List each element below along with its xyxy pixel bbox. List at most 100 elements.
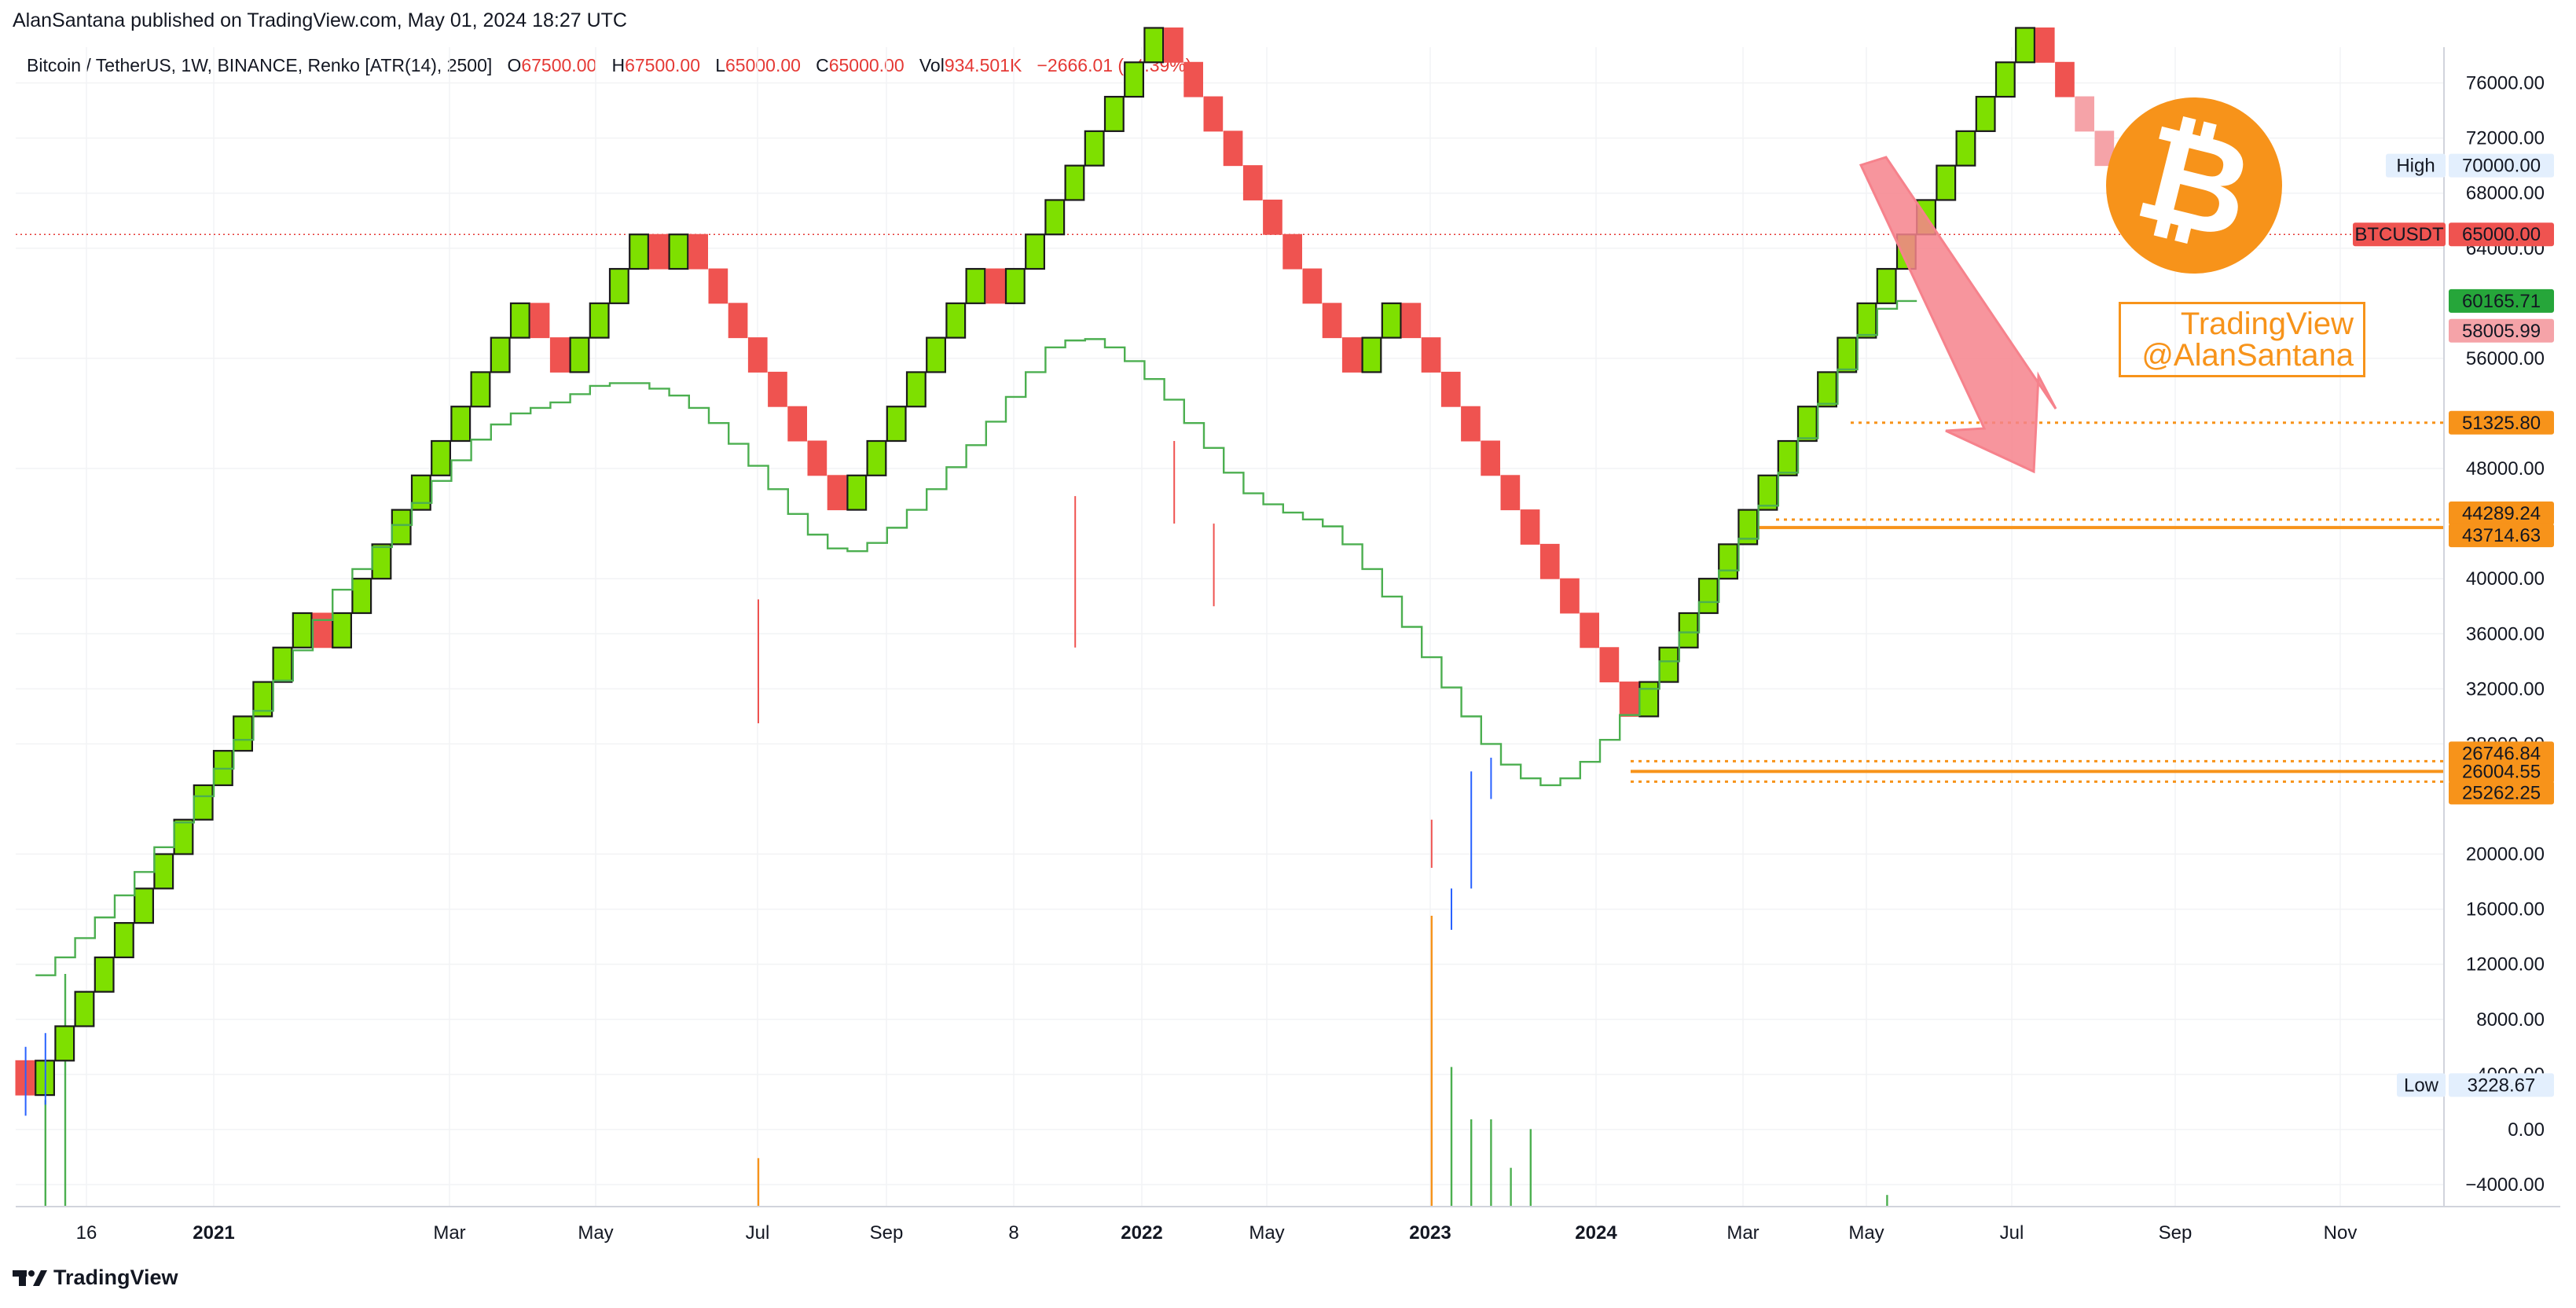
y-tick-label: 48000.00 [2466,458,2545,479]
renko-brick-down [1599,647,1620,683]
renko-brick-down [549,337,570,373]
price-badge-value: 60165.71 [2462,291,2541,312]
renko-brick-up [351,578,372,615]
renko-brick-up [1361,336,1382,373]
y-tick-label: 56000.00 [2466,348,2545,369]
renko-brick-up [1084,130,1105,167]
arrow-down-icon[interactable] [1859,156,2057,474]
time-axis[interactable]: 16 2021 Mar May Jul Sep 8 2022 May 2023 2024 Mar May… [76,1222,2358,1244]
renko-brick-down [807,440,827,476]
renko-brick-up [134,887,154,924]
price-badge-value: 58005.99 [2462,321,2541,342]
price-badge-value: 3228.67 [2468,1075,2536,1096]
price-badge [2449,410,2554,435]
renko-brick-up [1837,336,1858,373]
renko-brick-up [272,646,293,683]
price-badge [2449,1073,2554,1097]
price-badge-value: 51325.80 [2462,413,2541,434]
brand-name: TradingView [53,1266,178,1289]
renko-brick-projected [2094,130,2115,167]
price-badge [2449,153,2554,178]
renko-brick-up [113,922,134,959]
renko-brick-up [1955,130,1976,167]
high-label: H [611,55,626,75]
horizontal-levels[interactable] [16,233,2444,783]
x-tick-label: Jul [2000,1222,2024,1244]
price-badge [2449,502,2554,526]
renko-brick-up [1757,474,1778,511]
renko-brick-up [886,406,907,443]
renko-brick-down [1203,96,1224,132]
renko-brick-down [1282,233,1303,270]
renko-brick-down [1461,406,1481,442]
renko-brick-up [252,681,273,718]
renko-brick-down [1560,578,1580,614]
x-tick-label: Jul [746,1222,770,1244]
renko-brick-up [233,715,254,752]
x-tick-label: Nov [2324,1222,2358,1244]
price-badge [2449,524,2554,548]
renko-brick-up [153,853,174,890]
x-tick-label: 2021 [193,1222,234,1244]
low-label: L [715,55,725,75]
renko-brick-down [1481,440,1501,476]
y-tick-label: 68000.00 [2466,183,2545,204]
renko-brick-up [1936,164,1957,201]
tradingview-logo-icon [13,1269,47,1286]
renko-brick-projected [2075,96,2095,132]
x-tick-label: Sep [870,1222,904,1244]
renko-brick-down [1263,199,1282,235]
open-label: O [507,55,522,75]
renko-brick-up [2015,27,2035,64]
grid [16,47,2444,1207]
price-badge [2449,781,2554,805]
tradingview-brand[interactable]: TradingView [13,1266,178,1290]
renko-brick-up [1004,267,1026,304]
renko-brick-up [1143,27,1165,64]
renko-brick-up [332,612,353,648]
x-tick-label: Mar [1727,1222,1759,1244]
renko-brick-up [1103,95,1125,132]
renko-brick-down [768,371,787,407]
renko-brick-up [608,267,629,304]
renko-brick-up [1777,439,1798,476]
renko-brick-down [1580,612,1600,648]
renko-brick-down [1421,337,1441,373]
renko-brick-down [728,303,748,339]
price-badge-tag: BTCUSDT [2354,224,2444,245]
price-axis[interactable]: 76000.0072000.0068000.0064000.0056000.00… [2465,73,2545,1196]
price-badge [2449,759,2554,784]
renko-brick-up [629,233,650,270]
price-badge-value: 25262.25 [2462,782,2541,803]
volume-bars [44,916,1888,1207]
x-tick-label: May [578,1222,613,1244]
renko-brick-up [1064,164,1085,201]
renko-bricks[interactable] [15,27,2134,1116]
watermark-line2: @AlanSantana [2141,338,2354,373]
bitcoin-logo-icon: ₿ [2106,97,2282,274]
renko-brick-down [1619,682,1639,717]
renko-brick-up [410,474,431,511]
moving-average-line [35,299,1917,976]
open-value: 67500.00 [521,55,597,75]
watermark: TradingView @AlanSantana [2119,302,2365,377]
x-tick-label: 8 [1008,1222,1018,1244]
y-tick-label: 36000.00 [2466,623,2545,645]
renko-brick-up [1738,509,1759,546]
renko-brick-up [668,233,689,270]
renko-brick-up [1638,681,1660,718]
renko-brick-up [1658,646,1679,683]
renko-brick-up [945,302,967,339]
renko-brick-up [1856,302,1877,339]
renko-brick-up [905,371,927,408]
renko-brick-up [371,543,392,580]
x-tick-label: May [1249,1222,1284,1244]
renko-brick-up [569,336,590,373]
renko-brick-up [450,406,472,443]
price-badge-value: 44289.24 [2462,503,2541,524]
y-tick-label: 20000.00 [2466,844,2545,865]
low-value: 65000.00 [725,55,801,75]
x-tick-label: 2022 [1121,1222,1162,1244]
renko-brick-up [1678,612,1699,648]
